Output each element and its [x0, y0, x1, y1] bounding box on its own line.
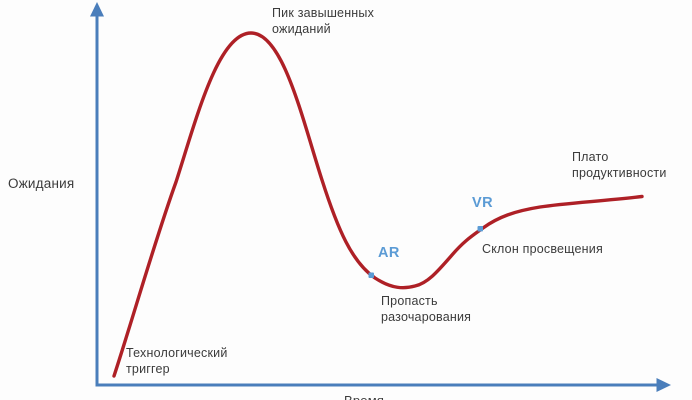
marker-label-ar: AR: [378, 245, 400, 261]
y-axis-label: Ожидания: [8, 176, 75, 191]
stage-label-plateau-of-productivity: Плато продуктивности: [572, 150, 667, 180]
ar-point-marker: [368, 272, 374, 278]
vr-point-marker: [477, 226, 483, 232]
y-axis-arrowhead-icon: [90, 2, 104, 17]
stage-label-trough-of-disillusionment: Пропасть разочарования: [381, 294, 472, 324]
x-axis-label: Время: [344, 393, 384, 400]
stage-label-technology-trigger: Технологический триггер: [126, 346, 228, 376]
x-axis-arrowhead-icon: [656, 378, 671, 392]
marker-label-vr: VR: [472, 195, 493, 211]
stage-label-slope-of-enlightenment: Склон просвещения: [482, 242, 603, 256]
stage-label-peak-of-inflated-expectations: Пик завышенных ожиданий: [272, 6, 375, 36]
hype-cycle-curve: [112, 31, 644, 378]
